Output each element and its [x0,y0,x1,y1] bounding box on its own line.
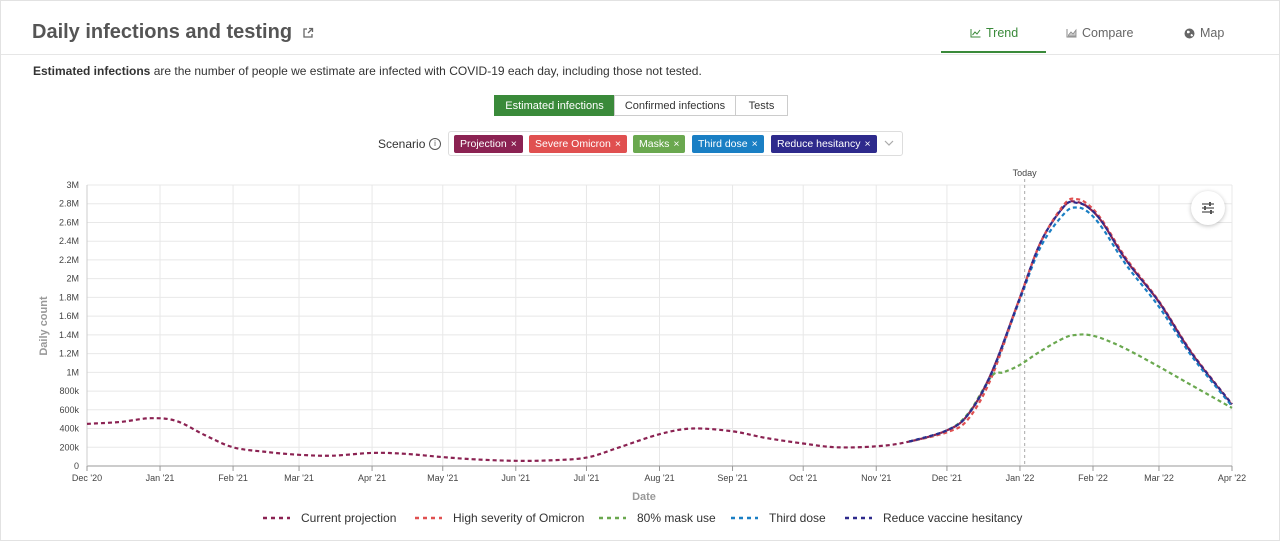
description-bold: Estimated infections [33,64,151,78]
today-label: Today [1013,168,1038,178]
tab-label: Trend [986,26,1019,40]
y-tick-label: 1.6M [59,311,79,321]
y-tick-label: 0 [74,461,79,471]
x-tick-label: Dec '20 [72,473,102,483]
y-tick-label: 2.8M [59,199,79,209]
scenario-chip-severe-omicron[interactable]: Severe Omicron × [529,135,627,153]
y-tick-label: 800k [59,386,79,396]
chip-label: Reduce hesitancy [777,138,861,150]
toggle-confirmed-infections[interactable]: Confirmed infections [614,95,736,116]
remove-icon[interactable]: × [510,138,517,150]
scenario-chip-third-dose[interactable]: Third dose × [692,135,764,153]
y-tick-label: 1M [66,367,79,377]
x-axis-title: Date [632,491,656,503]
x-tick-label: Mar '21 [284,473,314,483]
tab-compare[interactable]: Compare [1066,26,1133,40]
external-link-icon[interactable] [302,27,314,39]
remove-icon[interactable]: × [751,138,758,150]
chevron-down-icon[interactable] [884,138,894,148]
x-tick-label: Apr '22 [1218,473,1246,483]
x-tick-label: Feb '22 [1078,473,1108,483]
page-title: Daily infections and testing [32,21,293,43]
remove-icon[interactable]: × [673,138,680,150]
y-tick-label: 400k [59,424,79,434]
legend-label: Third dose [769,511,826,525]
series-line [908,197,1233,443]
chip-label: Projection [460,138,507,150]
sliders-icon [1202,202,1214,214]
toggle-estimated-infections[interactable]: Estimated infections [494,95,615,116]
scenario-chip-projection[interactable]: Projection × [454,135,523,153]
series-line [908,206,1233,443]
legend-label: High severity of Omicron [453,511,584,525]
chip-label: Masks [639,138,670,150]
chip-label: Third dose [698,138,748,150]
scenario-chip-reduce-hesitancy[interactable]: Reduce hesitancy × [771,135,877,153]
toggle-tests[interactable]: Tests [735,95,788,116]
series-line [86,200,1233,462]
x-tick-label: Dec '21 [932,473,962,483]
description-text: are the number of people we estimate are… [150,64,702,78]
x-tick-label: Nov '21 [861,473,891,483]
x-tick-label: Jun '21 [501,473,530,483]
scenario-label: Scenario [378,137,426,151]
y-tick-label: 200k [59,442,79,452]
y-axis-title: Daily count [38,296,50,356]
legend-label: Reduce vaccine hesitancy [883,511,1022,525]
y-tick-label: 2.6M [59,217,79,227]
header: Daily infections and testing Trend Compa… [1,1,1279,55]
area-chart-icon [1066,28,1077,38]
scenario-chip-masks[interactable]: Masks × [633,135,686,153]
y-tick-label: 1.8M [59,292,79,302]
legend-label: Current projection [301,511,396,525]
legend-label: 80% mask use [637,511,716,525]
active-tab-indicator [941,51,1046,53]
tab-map[interactable]: Map [1184,26,1224,40]
y-tick-label: 600k [59,405,79,415]
globe-icon [1184,28,1195,38]
y-tick-label: 2.4M [59,236,79,246]
chip-label: Severe Omicron [535,138,611,150]
x-tick-label: Aug '21 [644,473,674,483]
chart-settings-button[interactable] [1191,191,1225,225]
line-chart-icon [970,29,981,38]
x-tick-label: Apr '21 [358,473,386,483]
y-tick-label: 2M [66,274,79,284]
y-tick-label: 2.2M [59,255,79,265]
description: Estimated infections are the number of p… [33,64,702,78]
x-tick-label: Mar '22 [1144,473,1174,483]
x-tick-label: Jan '22 [1006,473,1035,483]
x-tick-label: Sep '21 [717,473,747,483]
series-line [908,200,1233,443]
tab-label: Map [1200,26,1225,40]
remove-icon[interactable]: × [614,138,621,150]
y-tick-label: 1.2M [59,349,79,359]
chart: 0 200k 400k 600k 800k 1M 1.2M 1.4M 1.6M 1.8M 2M 2.2… [38,168,1246,525]
x-tick-label: Feb '21 [218,473,248,483]
y-tick-label: 3M [66,180,79,190]
x-tick-label: Jul '21 [574,473,600,483]
y-tick-label: 1.4M [59,330,79,340]
tab-label: Compare [1082,26,1134,40]
tab-trend[interactable]: Trend [970,26,1018,40]
x-tick-label: Jan '21 [146,473,175,483]
x-tick-label: May '21 [427,473,458,483]
info-icon[interactable]: i [429,138,441,150]
x-tick-label: Oct '21 [789,473,817,483]
remove-icon[interactable]: × [864,138,871,150]
